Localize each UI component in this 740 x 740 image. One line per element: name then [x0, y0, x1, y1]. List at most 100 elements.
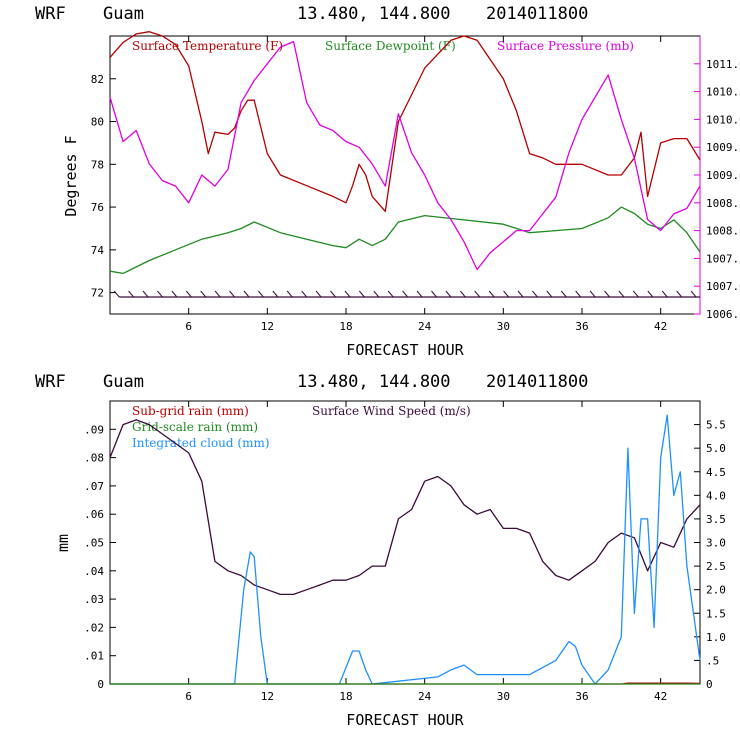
- y2-tick-label: 1009.5: [706, 141, 740, 154]
- x-tick-label: 30: [497, 320, 510, 333]
- wind-barb: [157, 290, 163, 298]
- y-tick-label: .04: [84, 565, 104, 578]
- y-tick-label: .05: [84, 537, 104, 550]
- wind-barb: [431, 290, 437, 298]
- wind-barb: [171, 290, 178, 298]
- wind-barb: [185, 290, 192, 298]
- y-tick-label: .01: [84, 650, 104, 663]
- y-tick-label: .03: [84, 593, 104, 606]
- wind-barb: [301, 290, 308, 298]
- y-tick-label: .06: [84, 508, 104, 521]
- y2-tick-label: 2.0: [706, 584, 726, 597]
- legend-integrated-cloud: Integrated cloud (mm): [132, 436, 270, 450]
- y-tick-label: 80: [91, 116, 104, 129]
- chart2-header-init: 2014011800: [486, 372, 589, 392]
- wind-barb: [459, 290, 466, 298]
- chart1-header-init: 2014011800: [486, 4, 589, 24]
- y2-tick-label: 4.5: [706, 466, 726, 479]
- wind-barb: [604, 290, 610, 298]
- y-tick-label: .08: [84, 452, 104, 465]
- y2-tick-label: .5: [706, 654, 719, 667]
- wind-barb: [387, 290, 394, 298]
- x-tick-label: 6: [185, 320, 192, 333]
- chart2-xlabel: FORECAST HOUR: [346, 711, 464, 729]
- y-tick-label: 82: [91, 73, 104, 86]
- y-tick-label: 76: [91, 201, 104, 214]
- wind-barb: [532, 290, 538, 298]
- x-tick-label: 42: [654, 320, 667, 333]
- y-tick-label: .07: [84, 480, 104, 493]
- wind-barb: [330, 290, 336, 298]
- wind-barb: [113, 290, 120, 298]
- y2-tick-label: 1010.5: [706, 86, 740, 99]
- wind-barb: [661, 290, 668, 298]
- wind-barb: [128, 290, 134, 298]
- wind-barb: [632, 290, 639, 298]
- legend-wind-speed: Surface Wind Speed (m/s): [312, 404, 471, 418]
- wind-barb: [503, 290, 509, 298]
- x-tick-label: 36: [575, 690, 588, 703]
- y-tick-label: .02: [84, 621, 104, 634]
- chart2-ylabel: mm: [54, 534, 72, 552]
- y2-tick-label: 1008.0: [706, 225, 740, 238]
- wind-barb: [560, 290, 567, 298]
- legend-gridscale-rain: Grid-scale rain (mm): [132, 420, 258, 434]
- wind-barb: [315, 290, 322, 298]
- x-tick-label: 12: [261, 690, 274, 703]
- chart2-header-coords: 13.480, 144.800: [297, 372, 451, 392]
- series-line: [110, 414, 701, 685]
- wind-barb: [589, 290, 596, 298]
- chart2-header-model: WRF: [35, 372, 66, 392]
- wind-barb: [445, 290, 452, 298]
- wind-barb: [575, 290, 582, 298]
- chart1-header-coords: 13.480, 144.800: [297, 4, 451, 24]
- y-tick-label: 78: [91, 158, 104, 171]
- y2-tick-label: 1007.0: [706, 280, 740, 293]
- wind-barb: [200, 290, 207, 298]
- wind-barb: [517, 290, 524, 298]
- x-tick-label: 24: [418, 320, 432, 333]
- y-tick-label: 0: [97, 678, 104, 691]
- wind-barb: [373, 290, 380, 298]
- y2-tick-label: 1010.0: [706, 113, 740, 126]
- y-tick-label: 74: [91, 244, 105, 257]
- wind-barb: [647, 290, 654, 298]
- wind-barb: [676, 290, 683, 298]
- wind-barb: [618, 290, 625, 298]
- legend-dewpoint: Surface Dewpoint (F): [325, 39, 456, 53]
- y2-tick-label: 2.5: [706, 560, 726, 573]
- wind-barb: [214, 290, 221, 298]
- wind-barb: [546, 290, 553, 298]
- y2-tick-label: 3.0: [706, 537, 726, 550]
- wind-barb: [690, 290, 697, 298]
- legend-subgrid-rain: Sub-grid rain (mm): [132, 404, 249, 418]
- wind-barb: [142, 290, 149, 298]
- y2-tick-label: 5.5: [706, 419, 726, 432]
- chart1-header-model: WRF: [35, 4, 66, 24]
- wind-barb: [229, 290, 235, 298]
- x-tick-label: 6: [185, 690, 192, 703]
- wind-barb: [344, 290, 351, 298]
- legend-temperature: Surface Temperature (F): [132, 39, 283, 53]
- y2-tick-label: 5.0: [706, 442, 726, 455]
- y2-tick-label: 1008.5: [706, 197, 740, 210]
- y2-tick-label: 1.5: [706, 607, 726, 620]
- wind-barb: [358, 290, 365, 298]
- wind-barb: [243, 290, 250, 298]
- x-tick-label: 30: [497, 690, 510, 703]
- series-line: [109, 40, 701, 271]
- x-tick-label: 42: [654, 690, 667, 703]
- chart2-header-site: Guam: [103, 372, 144, 392]
- series-line: [109, 31, 701, 213]
- chart1-xlabel: FORECAST HOUR: [346, 341, 464, 359]
- y2-tick-label: 0: [706, 678, 713, 691]
- y2-tick-label: 1.0: [706, 631, 726, 644]
- y2-tick-label: 1011.0: [706, 58, 740, 71]
- chart1-ylabel: Degrees F: [62, 135, 80, 216]
- wind-barb: [258, 290, 264, 298]
- y2-tick-label: 1006.5: [706, 308, 740, 321]
- x-tick-label: 18: [339, 690, 352, 703]
- x-tick-label: 18: [339, 320, 352, 333]
- wind-barb: [474, 290, 481, 298]
